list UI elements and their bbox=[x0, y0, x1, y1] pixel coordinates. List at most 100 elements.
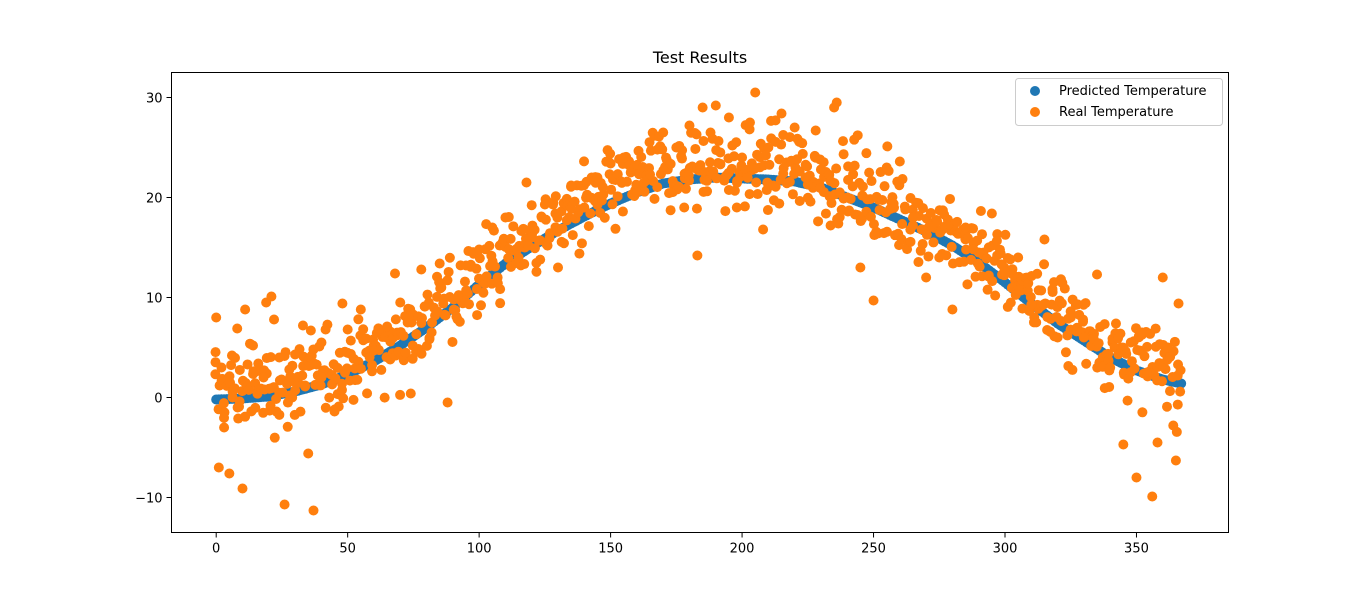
y-axis: −10 0 10 20 30 bbox=[135, 92, 172, 507]
real-point bbox=[471, 263, 482, 274]
real-point bbox=[390, 268, 400, 279]
real-point bbox=[540, 214, 551, 225]
real-point bbox=[569, 196, 580, 207]
real-point bbox=[519, 259, 530, 270]
real-point bbox=[882, 141, 893, 152]
real-point bbox=[342, 324, 353, 335]
real-point bbox=[705, 127, 716, 138]
x-tick-label: 150 bbox=[598, 542, 623, 557]
real-point bbox=[535, 254, 546, 265]
real-point bbox=[1078, 332, 1089, 343]
real-point bbox=[416, 317, 427, 328]
real-point bbox=[579, 202, 590, 213]
real-point bbox=[579, 156, 590, 167]
real-point bbox=[1078, 314, 1089, 325]
real-point bbox=[219, 422, 230, 433]
real-point bbox=[981, 253, 992, 264]
real-point bbox=[618, 152, 629, 163]
real-point bbox=[652, 182, 663, 193]
real-point bbox=[287, 360, 298, 371]
real-point bbox=[478, 287, 489, 298]
real-point bbox=[975, 206, 986, 216]
real-point bbox=[508, 221, 519, 232]
real-point bbox=[240, 304, 251, 315]
real-point bbox=[1031, 317, 1042, 328]
real-point bbox=[928, 237, 939, 248]
real-point bbox=[1150, 323, 1161, 334]
real-point bbox=[770, 181, 781, 192]
y-tick-label: 30 bbox=[146, 92, 163, 107]
real-point bbox=[1104, 381, 1115, 392]
real-point bbox=[861, 148, 872, 159]
real-point bbox=[680, 183, 691, 194]
real-point bbox=[1173, 298, 1184, 309]
real-point bbox=[279, 499, 290, 510]
real-point bbox=[764, 159, 775, 170]
real-point bbox=[210, 347, 221, 358]
real-point bbox=[348, 394, 359, 405]
real-point bbox=[636, 152, 647, 163]
real-point bbox=[1164, 386, 1175, 397]
real-point bbox=[684, 120, 695, 131]
real-point bbox=[224, 468, 235, 479]
real-point bbox=[416, 264, 427, 275]
real-point bbox=[905, 236, 916, 247]
real-point bbox=[567, 230, 578, 241]
real-point bbox=[1136, 327, 1147, 338]
real-point bbox=[897, 174, 908, 185]
real-point bbox=[297, 320, 308, 331]
real-point bbox=[599, 212, 610, 223]
real-point bbox=[474, 244, 485, 255]
real-point bbox=[842, 192, 853, 203]
real-point bbox=[490, 261, 501, 272]
real-point bbox=[815, 164, 826, 175]
real-point bbox=[946, 241, 957, 252]
real-point bbox=[610, 223, 621, 234]
real-point bbox=[826, 198, 837, 209]
real-point bbox=[598, 189, 609, 200]
real-point bbox=[355, 304, 366, 315]
real-point bbox=[690, 143, 701, 154]
real-point bbox=[606, 184, 617, 195]
real-point bbox=[945, 193, 955, 204]
real-point bbox=[698, 135, 709, 146]
real-point bbox=[925, 208, 936, 219]
real-point bbox=[1039, 234, 1050, 245]
real-point bbox=[367, 360, 378, 371]
real-point bbox=[991, 235, 1002, 246]
real-point bbox=[597, 181, 608, 192]
real-point bbox=[248, 340, 259, 351]
real-point bbox=[713, 136, 724, 147]
x-tick-label: 0 bbox=[212, 542, 220, 557]
real-point bbox=[316, 337, 327, 348]
real-point bbox=[1157, 272, 1168, 283]
real-point bbox=[917, 203, 928, 214]
real-point bbox=[368, 345, 379, 356]
real-point bbox=[250, 402, 261, 413]
real-point bbox=[1059, 283, 1070, 294]
real-point bbox=[1056, 298, 1067, 309]
x-tick-label: 250 bbox=[861, 542, 886, 557]
real-point bbox=[715, 147, 726, 158]
real-point bbox=[1099, 319, 1110, 330]
real-point bbox=[1168, 420, 1179, 431]
real-point bbox=[486, 250, 497, 261]
real-point bbox=[382, 321, 393, 332]
real-point bbox=[1000, 267, 1010, 278]
real-point bbox=[907, 220, 918, 231]
real-point bbox=[900, 204, 911, 215]
real-point bbox=[557, 223, 568, 234]
y-tick-label: 0 bbox=[154, 392, 162, 407]
real-point bbox=[460, 260, 471, 271]
real-point bbox=[474, 253, 485, 264]
real-point bbox=[576, 238, 587, 249]
real-point bbox=[453, 292, 464, 303]
real-point bbox=[379, 392, 390, 403]
real-point bbox=[316, 372, 327, 383]
real-point bbox=[592, 172, 603, 183]
real-point bbox=[831, 163, 842, 174]
real-point bbox=[1005, 297, 1016, 308]
real-point bbox=[758, 224, 769, 235]
real-point bbox=[987, 276, 998, 287]
real-point bbox=[1093, 338, 1104, 349]
